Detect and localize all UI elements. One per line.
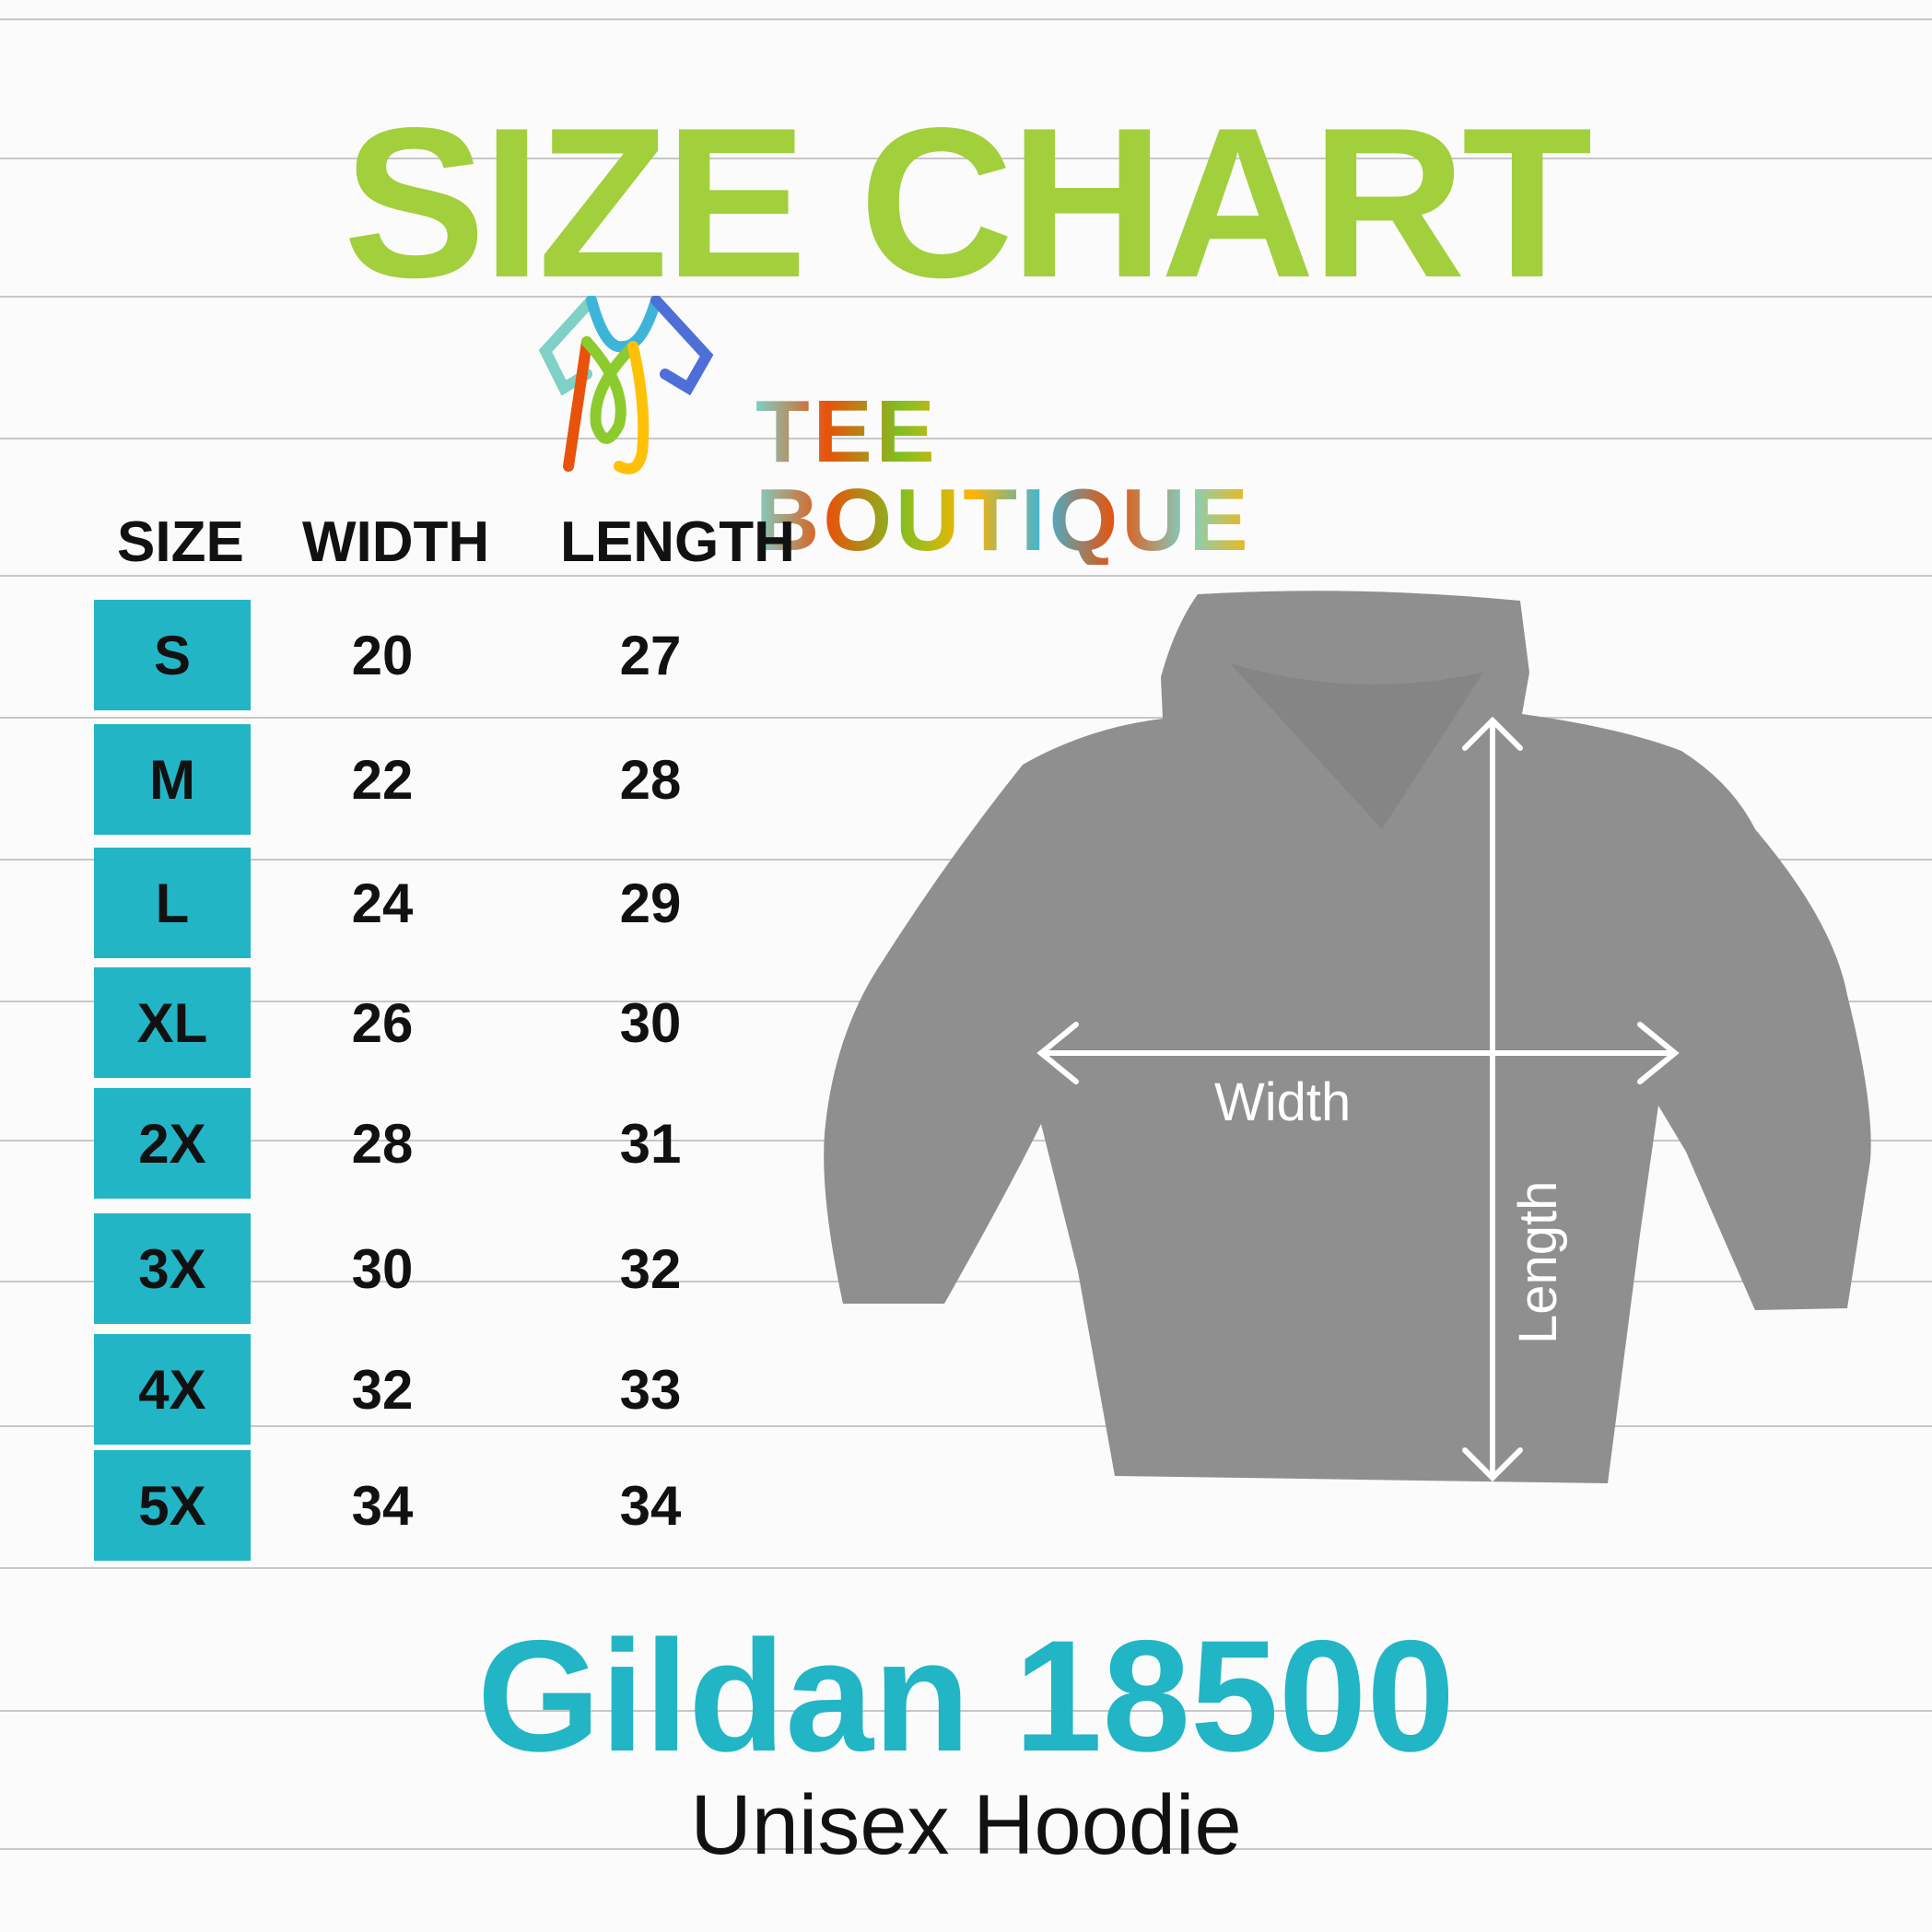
plank-line [0,1710,1932,1712]
size-cell: XL [94,967,251,1078]
width-cell: 26 [351,991,414,1054]
width-arrow [1036,1022,1680,1084]
length-cell: 34 [619,1474,682,1537]
length-cell: 29 [619,872,682,934]
length-cell: 28 [619,748,682,811]
length-arrow [1462,716,1523,1482]
width-cell: 30 [351,1237,414,1300]
length-cell: 32 [619,1237,682,1300]
length-cell: 33 [619,1358,682,1421]
tshirt-logo-icon [538,296,714,474]
width-cell: 32 [351,1358,414,1421]
logo: TEE BOUTIQUE [536,296,1402,565]
plank-line [0,717,1932,719]
plank-line [0,296,1932,298]
width-cell: 24 [351,872,414,934]
header-length: LENGTH [560,510,795,574]
width-cell: 22 [351,748,414,811]
length-cell: 27 [619,624,682,686]
header-width: WIDTH [302,510,490,574]
plank-line [0,438,1932,439]
logo-text: TEE BOUTIQUE [755,388,1402,565]
length-label: Length [1508,1180,1568,1344]
size-cell: L [94,848,251,958]
hood-opening [1230,663,1483,829]
plank-line [0,1425,1932,1427]
plank-line [0,18,1932,20]
width-label: Width [1214,1072,1352,1132]
plank-line [0,1567,1932,1569]
length-cell: 30 [619,991,682,1054]
plank-line [0,158,1932,159]
size-cell: 2X [94,1088,251,1199]
header-size: SIZE [117,510,244,574]
size-cell: 5X [94,1450,251,1561]
model-name: Gildan 18500 [476,1608,1456,1785]
width-cell: 28 [351,1112,414,1175]
plank-line [0,575,1932,577]
page-title: SIZE CHART [343,84,1593,322]
length-cell: 31 [619,1112,682,1175]
size-cell: 4X [94,1334,251,1445]
hoodie-image [824,591,1871,1483]
product-subtitle: Unisex Hoodie [690,1778,1242,1872]
plank-line [0,1848,1932,1850]
size-cell: 3X [94,1213,251,1324]
size-cell: S [94,600,251,710]
size-cell: M [94,724,251,835]
width-cell: 20 [351,624,414,686]
width-cell: 34 [351,1474,414,1537]
plank-line [0,1281,1932,1282]
